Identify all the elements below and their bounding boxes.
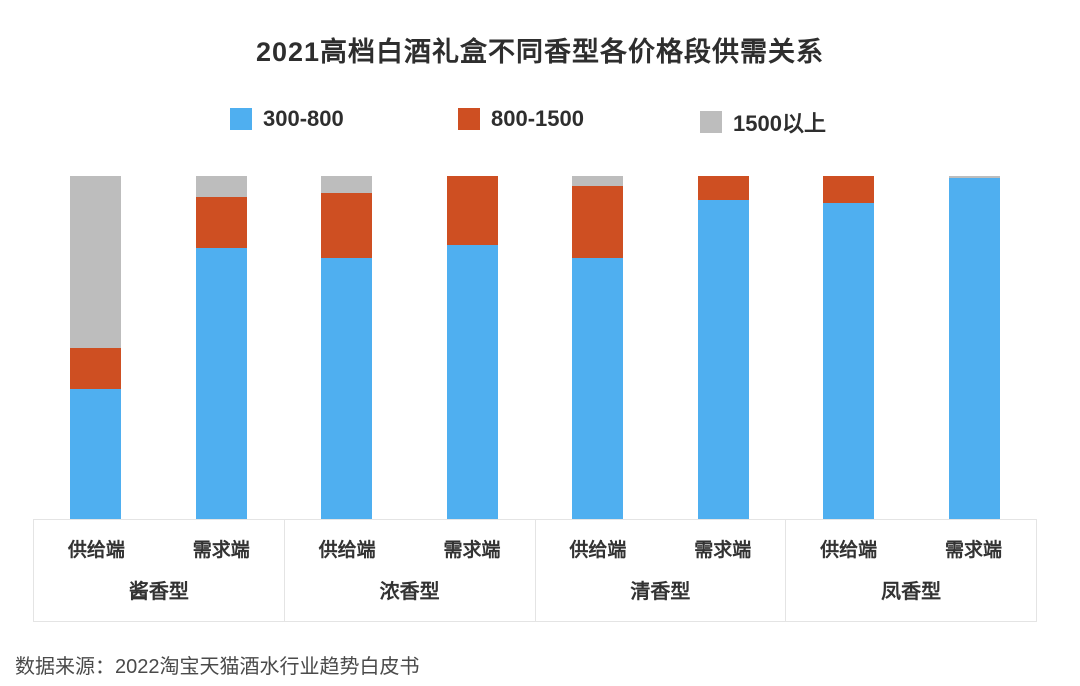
bar-segment-800-1500 — [823, 176, 875, 204]
chart-legend: 300-800 800-1500 1500以上 — [0, 106, 1080, 136]
group-label: 浓香型 — [379, 581, 440, 603]
axis-group-cell: 供给端 需求端 浓香型 — [283, 520, 535, 621]
group-label: 凤香型 — [881, 581, 942, 603]
stacked-bar-酱香型-需求端 — [195, 176, 247, 519]
endpoint-label: 供给端 — [820, 540, 878, 561]
axis-group-cell: 供给端 需求端 凤香型 — [785, 520, 1036, 621]
bar-segment-1500以上 — [572, 176, 624, 187]
stacked-bar-浓香型-需求端 — [446, 176, 498, 519]
endpoint-label: 需求端 — [945, 540, 1003, 561]
chart-title: 2021高档白酒礼盒不同香型各价格段供需关系 — [255, 37, 825, 67]
stacked-bar-凤香型-需求端 — [948, 176, 1000, 519]
stacked-bar-凤香型-供给端 — [823, 176, 875, 519]
plot-area — [33, 176, 1037, 519]
legend-swatch-icon — [700, 111, 722, 133]
stacked-bar-清香型-供给端 — [572, 176, 624, 519]
bar-segment-800-1500 — [195, 196, 247, 249]
legend-item: 800-1500 — [458, 106, 584, 132]
bar-segment-300-800 — [195, 248, 247, 519]
data-source-caption: 数据来源：2022淘宝天猫酒水行业趋势白皮书 — [15, 656, 420, 678]
legend-item: 1500以上 — [700, 106, 826, 138]
bar-segment-800-1500 — [572, 186, 624, 259]
legend-swatch-icon — [458, 108, 480, 130]
x-axis: 供给端 需求端 酱香型 供给端 需求端 浓香型 供给端 需求端 清香型 供给端 需求端 凤香型 — [33, 519, 1037, 622]
legend-swatch-icon — [230, 108, 252, 130]
legend-label: 300-800 — [263, 106, 344, 131]
bar-segment-1500以上 — [195, 176, 247, 197]
axis-group-cell: 供给端 需求端 酱香型 — [34, 520, 284, 621]
bar-segment-300-800 — [70, 388, 122, 519]
bar-segment-300-800 — [948, 178, 1000, 519]
endpoint-label: 供给端 — [67, 540, 125, 561]
legend-label: 1500以上 — [733, 111, 826, 136]
endpoint-label: 供给端 — [569, 540, 627, 561]
bar-segment-300-800 — [572, 258, 624, 519]
bar-segment-800-1500 — [70, 347, 122, 389]
endpoint-label: 需求端 — [192, 540, 250, 561]
bar-segment-1500以上 — [321, 176, 373, 194]
bar-segment-800-1500 — [446, 176, 498, 245]
bar-segment-1500以上 — [948, 176, 1000, 179]
endpoint-label-row: 供给端 需求端 — [34, 535, 284, 562]
bar-segment-300-800 — [697, 200, 749, 519]
legend-label: 800-1500 — [491, 106, 584, 131]
endpoint-label: 需求端 — [443, 540, 501, 561]
endpoint-label: 需求端 — [694, 540, 752, 561]
endpoint-label-row: 供给端 需求端 — [536, 535, 786, 562]
bar-segment-300-800 — [823, 203, 875, 519]
bar-segment-800-1500 — [697, 176, 749, 200]
endpoint-label-row: 供给端 需求端 — [285, 535, 535, 562]
legend-item: 300-800 — [230, 106, 344, 132]
group-label: 清香型 — [630, 581, 691, 603]
endpoint-label: 供给端 — [318, 540, 376, 561]
bar-segment-300-800 — [321, 258, 373, 519]
axis-group-cell: 供给端 需求端 清香型 — [534, 520, 786, 621]
stacked-bar-清香型-需求端 — [697, 176, 749, 519]
endpoint-label-row: 供给端 需求端 — [786, 535, 1036, 562]
bar-segment-800-1500 — [321, 193, 373, 259]
bar-segment-300-800 — [446, 244, 498, 519]
stacked-bar-酱香型-供给端 — [70, 176, 122, 519]
group-label: 酱香型 — [128, 581, 189, 603]
bar-segment-1500以上 — [70, 176, 122, 348]
stacked-bar-浓香型-供给端 — [321, 176, 373, 519]
